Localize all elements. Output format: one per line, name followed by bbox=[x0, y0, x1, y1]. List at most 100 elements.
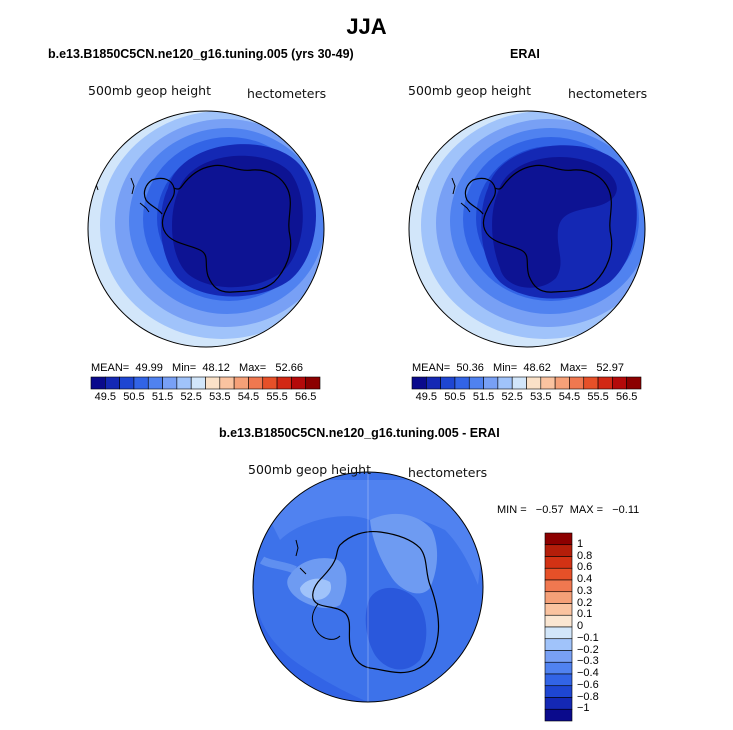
colorbar-tick-label: 49.5 bbox=[415, 391, 438, 403]
colorbar-model bbox=[90, 376, 321, 390]
colorbar-swatch bbox=[597, 376, 613, 390]
map-model-jja bbox=[87, 110, 325, 348]
colorbar-swatch bbox=[544, 638, 573, 651]
colorbar-tick-label: 51.5 bbox=[472, 391, 495, 403]
colorbar-tick-label: −0.8 bbox=[577, 690, 599, 703]
colorbar-swatch bbox=[544, 544, 573, 557]
colorbar-swatch bbox=[526, 376, 542, 390]
colorbar-swatch bbox=[426, 376, 441, 390]
colorbar-swatch bbox=[105, 376, 120, 390]
colorbar-swatch bbox=[511, 376, 527, 390]
mean-value: 49.99 bbox=[135, 362, 163, 374]
panel-left-stats: MEAN= 49.99 Min= 48.12 Max= 52.66 bbox=[91, 362, 303, 374]
colorbar-tick-label: 53.5 bbox=[530, 391, 552, 403]
colorbar-tick-label: 56.5 bbox=[615, 391, 638, 403]
colorbar-swatch bbox=[583, 376, 599, 390]
difference-minmax: MIN = −0.57 MAX = −0.11 bbox=[497, 504, 640, 516]
colorbar-swatch bbox=[544, 697, 573, 710]
mean-label: MEAN= bbox=[412, 362, 451, 374]
colorbar-swatch bbox=[569, 376, 585, 390]
colorbar-swatch bbox=[176, 376, 192, 390]
colorbar-tick-label: 54.5 bbox=[237, 391, 260, 403]
map-difference bbox=[252, 471, 484, 703]
colorbar-swatch bbox=[544, 673, 573, 687]
colorbar-swatch bbox=[468, 376, 484, 390]
colorbar-swatch bbox=[544, 685, 573, 698]
panel-right-title: ERAI bbox=[510, 47, 540, 61]
colorbar-swatch bbox=[544, 661, 573, 675]
colorbar-tick-label: 0.3 bbox=[577, 584, 593, 597]
colorbar-swatch bbox=[544, 556, 573, 569]
colorbar-tick-label: 0.6 bbox=[577, 561, 593, 574]
main-title: JJA bbox=[346, 14, 387, 39]
colorbar-tick-label: 51.5 bbox=[151, 391, 174, 403]
colorbar-tick-label: −0.4 bbox=[577, 667, 599, 679]
colorbar-tick-label: 0 bbox=[577, 620, 584, 632]
max-label: Max= bbox=[560, 362, 588, 374]
mean-label: MEAN= bbox=[91, 362, 130, 374]
colorbar-swatch bbox=[544, 579, 573, 593]
panel-left-units-label: hectometers bbox=[247, 86, 327, 101]
colorbar-erai bbox=[411, 376, 642, 390]
panel-right-units-label: hectometers bbox=[568, 86, 648, 101]
colorbar-swatch bbox=[411, 376, 427, 390]
colorbar-difference bbox=[544, 532, 573, 722]
colorbar-swatch bbox=[219, 376, 235, 390]
colorbar-swatch bbox=[162, 376, 178, 390]
colorbar-swatch bbox=[440, 376, 456, 390]
colorbar-swatch bbox=[497, 376, 513, 390]
colorbar-tick-label: 0.4 bbox=[577, 573, 593, 585]
colorbar-swatch bbox=[544, 567, 573, 581]
colorbar-tick-label: 0.8 bbox=[577, 549, 593, 562]
colorbar-swatch bbox=[205, 376, 221, 390]
colorbar-swatch bbox=[544, 532, 573, 546]
difference-units-label: hectometers bbox=[408, 465, 488, 480]
colorbar-swatch bbox=[248, 376, 264, 390]
colorbar-swatch bbox=[291, 376, 306, 390]
panel-right-variable-label: 500mb geop height bbox=[408, 83, 531, 98]
colorbar-tick-label: 52.5 bbox=[501, 391, 523, 403]
min-value: 48.12 bbox=[202, 362, 230, 374]
colorbar-tick-label: −0.6 bbox=[577, 678, 599, 691]
colorbar-swatch bbox=[612, 376, 627, 390]
colorbar-swatch bbox=[276, 376, 292, 390]
colorbar-tick-label: −0.1 bbox=[577, 631, 599, 644]
colorbar-swatch bbox=[544, 614, 573, 628]
colorbar-tick-label: 53.5 bbox=[209, 391, 231, 403]
colorbar-tick-label: 50.5 bbox=[444, 391, 466, 403]
colorbar-tick-label: 55.5 bbox=[587, 391, 609, 403]
colorbar-tick-label: 49.5 bbox=[94, 391, 117, 403]
colorbar-swatch bbox=[233, 376, 249, 390]
colorbar-swatch bbox=[544, 626, 573, 640]
colorbar-tick-label: 56.5 bbox=[294, 391, 317, 403]
colorbar-tick-label: 52.5 bbox=[180, 391, 202, 403]
colorbar-swatch bbox=[262, 376, 278, 390]
colorbar-tick-label: 54.5 bbox=[558, 391, 581, 403]
colorbar-tick-label: 0.1 bbox=[577, 608, 593, 621]
colorbar-tick-label: −1 bbox=[577, 702, 590, 715]
min-value: 48.62 bbox=[523, 362, 551, 374]
colorbar-swatch bbox=[133, 376, 149, 390]
colorbar-swatch bbox=[483, 376, 499, 390]
colorbar-swatch bbox=[540, 376, 556, 390]
colorbar-swatch bbox=[119, 376, 135, 390]
colorbar-tick-label: 0.2 bbox=[577, 596, 593, 609]
colorbar-swatch bbox=[147, 376, 163, 390]
colorbar-tick-label: −0.2 bbox=[577, 643, 599, 656]
min-label: Min= bbox=[493, 362, 518, 374]
max-label: Max= bbox=[239, 362, 267, 374]
colorbar-tick-label: 50.5 bbox=[123, 391, 145, 403]
colorbar-swatch bbox=[190, 376, 206, 390]
map-erai-jja bbox=[408, 110, 646, 348]
panel-left-variable-label: 500mb geop height bbox=[88, 83, 211, 98]
colorbar-swatch bbox=[554, 376, 570, 390]
max-value: 52.66 bbox=[275, 362, 303, 374]
colorbar-tick-label: 1 bbox=[577, 537, 584, 550]
colorbar-swatch bbox=[544, 650, 573, 663]
difference-title: b.e13.B1850C5CN.ne120_g16.tuning.005 - E… bbox=[219, 426, 500, 440]
colorbar-swatch bbox=[90, 376, 106, 390]
colorbar-swatch bbox=[305, 376, 321, 390]
colorbar-swatch bbox=[544, 591, 573, 604]
colorbar-swatch bbox=[544, 708, 573, 722]
